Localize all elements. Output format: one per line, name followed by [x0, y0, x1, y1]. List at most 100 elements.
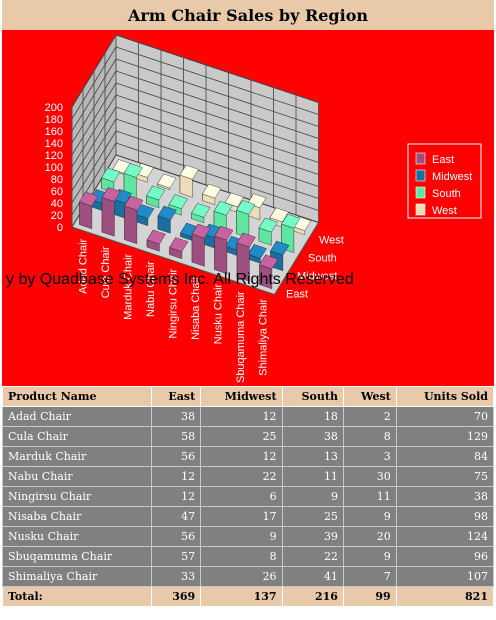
bar-top	[146, 185, 166, 201]
bar-top	[269, 207, 289, 223]
cell-name: Cula Chair	[1, 426, 153, 447]
bar-top	[101, 167, 121, 183]
cell-east: 57	[151, 546, 202, 567]
cell-name: Ningirsu Chair	[1, 486, 153, 507]
cell-south: 13	[281, 446, 344, 467]
table-row: Adad Chair 38 12 18 2 70	[1, 406, 495, 427]
cell-units-sold: 70	[395, 406, 495, 427]
depth-axis-label: Midwest	[297, 271, 337, 283]
depth-axis-label: South	[308, 253, 337, 265]
cell-units-sold: 98	[395, 506, 495, 527]
bar-top	[123, 163, 143, 178]
table-row: Marduk Chair 56 12 13 3 84	[1, 446, 495, 467]
bar	[79, 201, 93, 230]
cell-west: 8	[342, 426, 397, 447]
cell-west: 9	[342, 506, 397, 527]
cell-west: 7	[342, 566, 397, 587]
legend-label: East	[432, 154, 454, 166]
cell-south: 41	[281, 566, 344, 587]
cell-units-sold: 107	[395, 566, 495, 587]
cell-midwest: 9	[200, 526, 283, 547]
bar-top	[214, 225, 234, 241]
legend-swatch	[415, 186, 426, 199]
cell-name: Marduk Chair	[1, 446, 153, 467]
cell-south: 9	[281, 486, 344, 507]
cell-west: 20	[342, 526, 397, 547]
report-title: Arm Chair Sales by Region	[2, 0, 494, 30]
cell-east: 56	[151, 446, 202, 467]
total-midwest: 137	[200, 586, 283, 607]
bar	[124, 205, 138, 245]
x-tick-label: Cula Chair	[100, 246, 112, 298]
bar-top	[236, 232, 256, 248]
x-tick-label: Nusku Chair	[212, 283, 224, 344]
x-tick-label: Nabu Chair	[145, 261, 157, 317]
cell-east: 12	[151, 486, 202, 507]
bar-top	[124, 195, 144, 211]
bar-top	[258, 217, 278, 233]
header-units-sold: Units Sold	[395, 386, 495, 407]
cell-units-sold: 38	[395, 486, 495, 507]
y-tick-label: 20	[51, 210, 63, 222]
sales-table: Product Name East Midwest South West Uni…	[1, 386, 495, 607]
cell-midwest: 12	[200, 406, 283, 427]
cell-name: Shimaliya Chair	[1, 566, 153, 587]
total-south: 216	[281, 586, 344, 607]
cell-units-sold: 75	[395, 466, 495, 487]
bar-top	[157, 205, 177, 221]
legend-swatch	[415, 203, 426, 216]
cell-south: 38	[281, 426, 344, 447]
bar-top	[169, 237, 189, 252]
cell-east: 58	[151, 426, 202, 447]
bar-top	[213, 200, 233, 216]
bar-top	[135, 204, 155, 219]
x-tick-label: Marduk Chair	[122, 253, 134, 319]
x-tick-label: Nisaba Chair	[190, 276, 202, 340]
header-midwest: Midwest	[200, 386, 283, 407]
y-tick-label: 120	[45, 150, 63, 162]
y-tick-label: 0	[57, 222, 63, 234]
bar-top	[236, 200, 256, 215]
total-label: Total:	[1, 586, 153, 607]
cell-midwest: 26	[200, 566, 283, 587]
y-tick-label: 80	[51, 174, 63, 186]
header-product-name: Product Name	[1, 386, 153, 407]
cell-south: 22	[281, 546, 344, 567]
y-tick-label: 140	[45, 138, 63, 150]
table-row: Nusku Chair 56 9 39 20 124	[1, 526, 495, 547]
table-total-row: Total: 369 137 216 99 821	[1, 586, 495, 607]
cell-south: 18	[281, 406, 344, 427]
legend-label: West	[432, 205, 457, 217]
cell-west: 30	[342, 466, 397, 487]
total-units-sold: 821	[395, 586, 495, 607]
y-tick-label: 160	[45, 126, 63, 138]
header-east: East	[151, 386, 202, 407]
bar-top	[79, 191, 99, 207]
bar-top	[281, 213, 301, 229]
x-tick-label: Ningirsu Chair	[167, 268, 179, 338]
table-row: Shimaliya Chair 33 26 41 7 107	[1, 566, 495, 587]
cell-units-sold: 124	[395, 526, 495, 547]
table-row: Nabu Chair 12 22 11 30 75	[1, 466, 495, 487]
cell-units-sold: 129	[395, 426, 495, 447]
cell-east: 33	[151, 566, 202, 587]
legend-label: Midwest	[432, 171, 472, 183]
depth-axis-label: West	[319, 235, 344, 247]
cell-midwest: 12	[200, 446, 283, 467]
cell-east: 38	[151, 406, 202, 427]
sales-table-container: Product Name East Midwest South West Uni…	[1, 386, 495, 607]
bar-top	[247, 244, 267, 259]
x-tick-label: Sbuqamuma Chair	[235, 291, 247, 383]
bar-top	[202, 183, 222, 199]
bar-top	[270, 240, 290, 256]
bar-top	[191, 203, 211, 218]
total-east: 369	[151, 586, 202, 607]
cell-east: 47	[151, 506, 202, 527]
cell-south: 11	[281, 466, 344, 487]
cell-west: 9	[342, 546, 397, 567]
watermark-text: y by Quadbase Systems Inc. All Rights Re…	[6, 271, 354, 288]
cell-south: 25	[281, 506, 344, 527]
table-row: Nisaba Chair 47 17 25 9 98	[1, 506, 495, 527]
